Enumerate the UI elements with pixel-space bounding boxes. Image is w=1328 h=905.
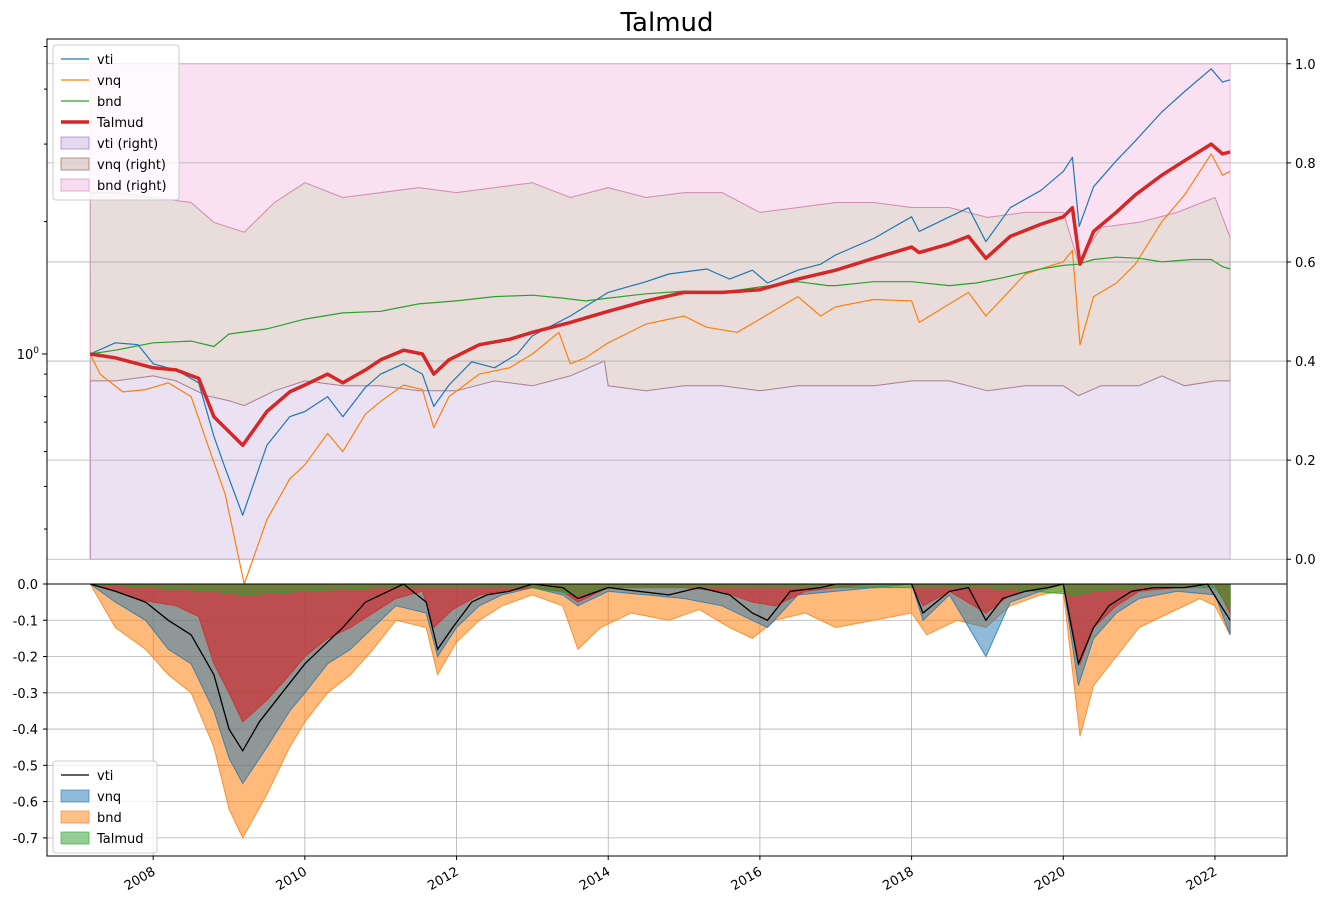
right-tick-label: 0.4 — [1295, 355, 1316, 370]
y-tick-label: -0.6 — [13, 796, 38, 811]
y-tick-label: -0.3 — [13, 687, 38, 702]
bottom-legend: vti vnq bnd Talmud — [52, 760, 158, 854]
legend-label-bnd-right: bnd (right) — [97, 179, 167, 194]
legend-swatch-vti-right — [60, 136, 90, 150]
right-tick-label: 1.0 — [1295, 58, 1316, 73]
drawdown-line-vti — [90, 583, 1231, 753]
top-plot: 0.00.20.40.60.81.0 100 vtivnqbndTalmudvt… — [17, 38, 1316, 585]
legend-box — [52, 44, 180, 201]
left-y-axis: 100 — [17, 45, 47, 530]
drawdown-areas — [88, 583, 1231, 839]
y-tick-label: -0.5 — [13, 759, 38, 774]
drawdown-y-axis: 0.0 -0.1 -0.2 -0.3 -0.4 -0.5 -0.6 -0.7 — [13, 578, 47, 847]
legend-label-vnq-right: vnq (right) — [97, 158, 166, 173]
legend-box — [52, 760, 158, 854]
legend-label-vnq: vnq — [97, 74, 121, 89]
x-tick-label: 2016 — [729, 864, 765, 894]
legend-label-vti: vti — [97, 769, 113, 784]
legend-label-vnq: vnq — [97, 790, 121, 805]
legend-label-bnd: bnd — [97, 95, 122, 110]
legend-swatch-bnd — [60, 810, 90, 824]
legend-label-bnd: bnd — [97, 811, 122, 826]
date-x-axis: 2008 2010 2012 2014 2016 2018 2020 2022 — [122, 856, 1220, 894]
y-tick-label: -0.7 — [13, 832, 38, 847]
x-tick-label: 2022 — [1184, 864, 1220, 894]
left-tick-label: 100 — [17, 346, 40, 363]
chart-title: Talmud — [619, 8, 713, 38]
x-tick-label: 2010 — [274, 864, 310, 894]
y-tick-label: -0.2 — [13, 651, 38, 666]
right-y-axis: 0.0 0.2 0.4 0.6 0.8 1.0 — [1287, 58, 1316, 568]
line-talmud — [89, 142, 1231, 448]
legend-label-talmud: Talmud — [96, 116, 144, 131]
legend-label-vti: vti — [97, 53, 113, 68]
x-tick-label: 2018 — [880, 864, 916, 894]
right-tick-label: 0.6 — [1295, 256, 1316, 271]
stacked-allocation-areas — [88, 63, 1231, 561]
legend-swatch-talmud — [60, 831, 90, 845]
legend-swatch-vnq — [60, 789, 90, 803]
right-tick-label: 0.0 — [1295, 553, 1316, 568]
drawdown-plot: 0.0 -0.1 -0.2 -0.3 -0.4 -0.5 -0.6 -0.7 2008 2010… — [13, 578, 1288, 894]
legend-label-talmud: Talmud — [96, 832, 144, 847]
legend-label-vti-right: vti (right) — [97, 137, 158, 152]
line-vti — [89, 68, 1231, 516]
x-tick-label: 2012 — [425, 864, 461, 894]
y-tick-label: 0.0 — [17, 578, 38, 593]
y-tick-label: -0.4 — [13, 723, 38, 738]
line-vnq — [89, 153, 1231, 585]
top-legend: vti vnq bnd Talmud vti (right) vnq (right) bnd… — [52, 44, 180, 201]
bottom-plot-frame — [46, 583, 1288, 857]
x-tick-label: 2014 — [577, 864, 613, 894]
right-tick-label: 0.8 — [1295, 157, 1316, 172]
legend-swatch-vnq-right — [60, 157, 90, 171]
x-tick-label: 2008 — [122, 864, 158, 894]
y-tick-label: -0.1 — [13, 614, 38, 629]
legend-swatch-bnd-right — [60, 178, 90, 192]
performance-lines — [89, 68, 1231, 585]
right-tick-label: 0.2 — [1295, 454, 1316, 469]
x-tick-label: 2020 — [1032, 864, 1068, 894]
